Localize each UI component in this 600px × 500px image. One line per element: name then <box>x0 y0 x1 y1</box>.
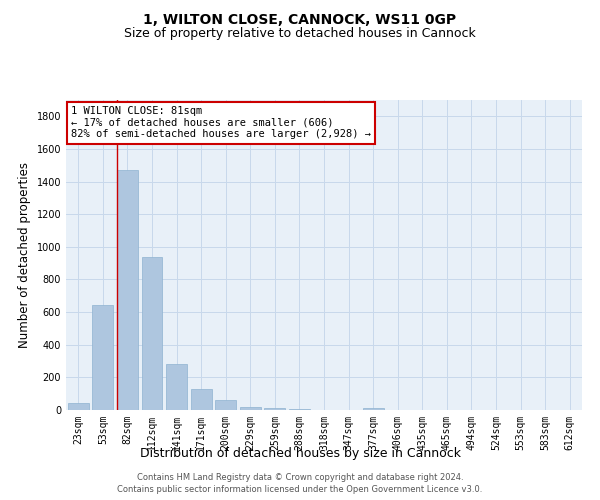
Text: 1, WILTON CLOSE, CANNOCK, WS11 0GP: 1, WILTON CLOSE, CANNOCK, WS11 0GP <box>143 12 457 26</box>
Bar <box>240 406 261 410</box>
Text: Contains public sector information licensed under the Open Government Licence v3: Contains public sector information licen… <box>118 485 482 494</box>
Bar <box>215 400 236 410</box>
Text: 1 WILTON CLOSE: 81sqm
← 17% of detached houses are smaller (606)
82% of semi-det: 1 WILTON CLOSE: 81sqm ← 17% of detached … <box>71 106 371 140</box>
Text: Distribution of detached houses by size in Cannock: Distribution of detached houses by size … <box>139 448 461 460</box>
Bar <box>289 409 310 410</box>
Bar <box>362 408 383 410</box>
Text: Size of property relative to detached houses in Cannock: Size of property relative to detached ho… <box>124 28 476 40</box>
Bar <box>142 258 163 410</box>
Bar <box>166 364 187 410</box>
Bar <box>117 170 138 410</box>
Bar <box>92 305 113 410</box>
Bar <box>68 402 89 410</box>
Bar <box>191 389 212 410</box>
Y-axis label: Number of detached properties: Number of detached properties <box>18 162 31 348</box>
Text: Contains HM Land Registry data © Crown copyright and database right 2024.: Contains HM Land Registry data © Crown c… <box>137 472 463 482</box>
Bar <box>265 408 286 410</box>
